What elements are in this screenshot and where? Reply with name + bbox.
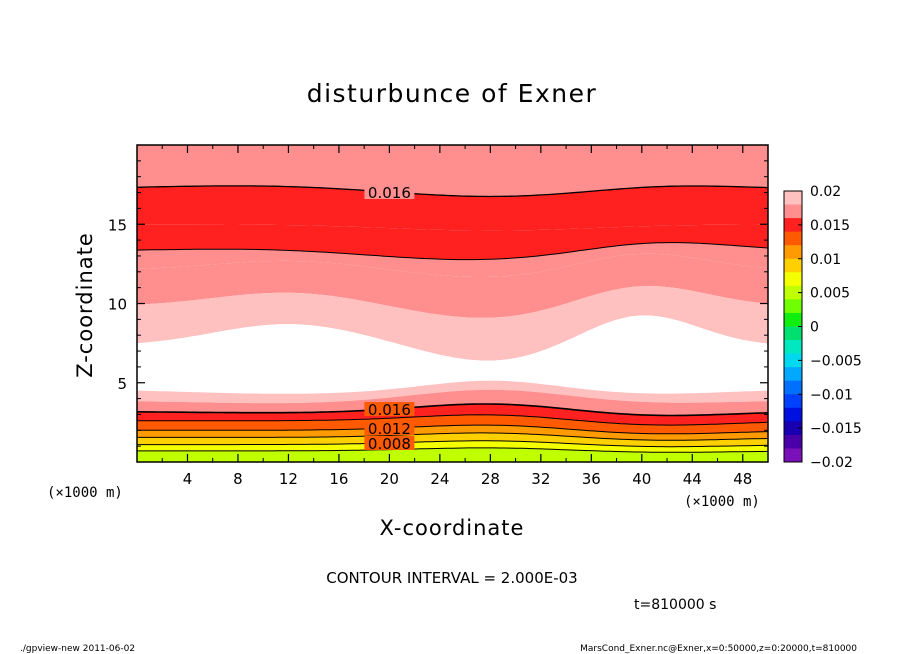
colorbar-swatch	[784, 340, 802, 355]
contour-band-7	[137, 315, 768, 394]
x-tick-label: 8	[233, 470, 243, 488]
contour-line-8	[137, 447, 769, 453]
contour-label-bg	[364, 421, 415, 436]
colorbar-tick-label: −0.01	[810, 387, 853, 403]
chart-title: disturbunce of Exner	[307, 79, 598, 108]
colorbar-tick-label: 0	[810, 320, 819, 336]
colorbar-swatch	[784, 191, 802, 206]
x-tick-label: 32	[531, 470, 550, 488]
colorbar-swatch	[784, 407, 802, 422]
colorbar-swatch	[784, 285, 802, 300]
contour-line-7	[137, 440, 769, 448]
contour-band-6	[137, 286, 768, 361]
contour-line-3	[137, 403, 769, 417]
colorbar-swatch	[784, 299, 802, 314]
x-tick-label: 48	[733, 470, 752, 488]
colorbar-swatch	[784, 204, 802, 219]
colorbar-swatch	[784, 353, 802, 368]
x-tick-label: 36	[582, 470, 601, 488]
colorbar-swatch	[784, 218, 802, 233]
contour-band-1	[137, 145, 768, 197]
contour-label: 0.008	[368, 435, 411, 453]
contour-label: 0.012	[368, 420, 411, 438]
contour-label: 0.016	[368, 401, 411, 419]
contour-line-6	[137, 432, 769, 441]
y-tick-label: 10	[108, 296, 127, 314]
x-tick-label: 24	[430, 470, 449, 488]
contour-line-layer	[136, 185, 769, 453]
contour-band-12	[137, 425, 768, 441]
contour-label-bg	[364, 185, 415, 200]
time-text: t=810000 s	[634, 597, 716, 613]
colorbar-swatch	[784, 448, 802, 463]
footer-left: ./gpview-new 2011-06-02	[20, 644, 135, 654]
contour-label-bg	[364, 435, 415, 450]
colorbar-swatch	[784, 272, 802, 287]
x-axis-label: X-coordinate	[380, 516, 525, 540]
contour-band-14	[137, 440, 768, 453]
contour-band-10	[137, 404, 768, 426]
x-unit-left: (×1000 m)	[47, 485, 123, 501]
colorbar-swatch	[784, 326, 802, 341]
colorbar-swatch	[784, 231, 802, 246]
x-tick-label: 44	[683, 470, 702, 488]
colorbar-swatch	[784, 312, 802, 327]
contour-band-11	[137, 414, 768, 434]
colorbar-swatch	[784, 394, 802, 409]
colorbar-swatch	[784, 421, 802, 436]
colorbar-swatch	[784, 258, 802, 273]
colorbar-tick-label: −0.005	[810, 353, 862, 369]
colorbar-tick-label: 0.01	[810, 252, 841, 268]
contour-band-2	[137, 185, 768, 231]
x-tick-label: 12	[279, 470, 298, 488]
x-tick-label: 16	[329, 470, 348, 488]
contour-band-5	[137, 253, 768, 318]
contour-band-3	[137, 224, 768, 260]
contour-label: 0.016	[368, 184, 411, 202]
contour-band-9	[137, 389, 768, 416]
contour-band-8	[137, 380, 768, 404]
colorbar-tick-label: 0.015	[810, 218, 850, 234]
y-tick-label: 15	[108, 216, 127, 234]
x-tick-label: 40	[632, 470, 651, 488]
contour-line-1	[136, 185, 769, 198]
y-axis-label: Z-coordinate	[73, 232, 97, 378]
colorbar-swatch	[784, 434, 802, 449]
contour-line-5	[137, 424, 769, 435]
y-tick-label: 5	[117, 375, 127, 393]
contour-band-13	[137, 432, 768, 447]
colorbar: 0.02 0.015 0.01 0.005 0 −0.005 −0.01 −0.015 −0.0…	[783, 184, 862, 471]
colorbar-tick-label: −0.015	[810, 421, 862, 437]
contour-line-2	[136, 242, 769, 261]
x-tick-label: 28	[481, 470, 500, 488]
x-tick-label: 20	[380, 470, 399, 488]
contour-line-4	[137, 414, 769, 426]
colorbar-swatch	[784, 245, 802, 260]
contour-fill-layer	[137, 145, 768, 462]
colorbar-swatch	[784, 380, 802, 395]
colorbar-tick-label: 0.005	[810, 286, 850, 302]
colorbar-swatch	[784, 367, 802, 382]
x-tick-label: 4	[183, 470, 193, 488]
colorbar-tick-label: −0.02	[810, 455, 853, 471]
footer-right: MarsCond_Exner.nc@Exner,x=0:50000,z=0:20…	[580, 644, 857, 654]
contour-label-bg	[364, 401, 415, 416]
colorbar-tick-label: 0.02	[810, 184, 841, 200]
contour-interval-text: CONTOUR INTERVAL = 2.000E-03	[326, 569, 577, 587]
x-unit-right: (×1000 m)	[684, 494, 760, 510]
